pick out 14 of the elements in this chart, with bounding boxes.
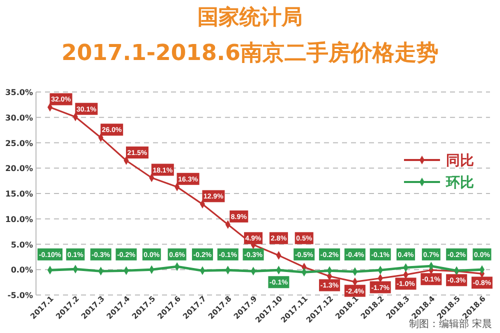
text: 制图：编辑部 宋晨 [408,318,492,330]
y-tick-label: 20.0% [5,164,33,174]
y-tick-label: 10.0% [5,214,33,224]
y-tick-label: 15.0% [5,190,33,198]
legend-label: 环比 [445,175,474,191]
chart-subtitle: 2017.1-2018.6南京二手房价格走势 [62,40,438,66]
y-tick-label: -5.0% [7,291,33,300]
y-tick-label: 35.0% [5,88,33,97]
y-tick-label: 0.0% [10,266,33,275]
y-tick-label: 30.0% [5,113,33,122]
legend-label: 同比 [446,153,474,169]
chart-title: 国家统计局 [198,5,302,29]
y-tick-label: 5.0% [10,240,33,250]
y-tick-label: 25.0% [5,138,33,148]
